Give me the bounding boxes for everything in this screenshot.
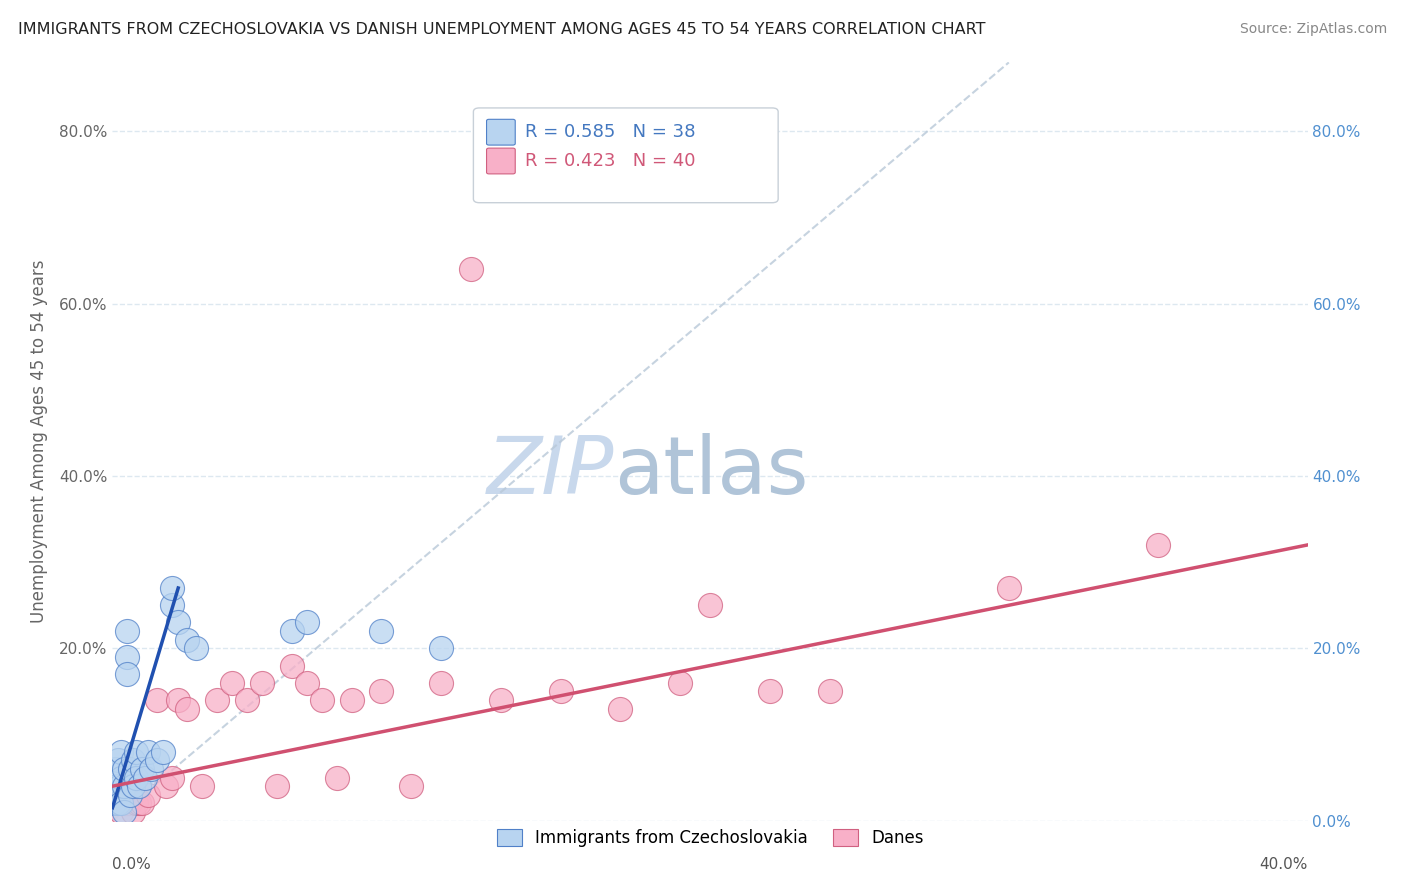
Point	[125, 771, 148, 785]
Point	[295, 615, 318, 630]
Point	[104, 762, 127, 776]
Point	[430, 675, 453, 690]
Point	[191, 779, 214, 793]
Point	[295, 675, 318, 690]
Point	[205, 693, 228, 707]
Point	[176, 701, 198, 715]
Point	[998, 581, 1021, 595]
Point	[120, 788, 142, 802]
Point	[104, 788, 127, 802]
Point	[152, 745, 174, 759]
Point	[141, 762, 163, 776]
Text: 0.0%: 0.0%	[112, 857, 152, 872]
Text: atlas: atlas	[614, 433, 808, 511]
Text: R = 0.423   N = 40: R = 0.423 N = 40	[524, 152, 696, 170]
Point	[117, 797, 139, 811]
Point	[236, 693, 259, 707]
Point	[122, 753, 145, 767]
Point	[325, 771, 347, 785]
Point	[550, 684, 572, 698]
Point	[117, 624, 139, 639]
Point	[1147, 538, 1170, 552]
FancyBboxPatch shape	[486, 120, 515, 145]
Point	[114, 779, 135, 793]
Point	[128, 797, 150, 811]
Point	[122, 779, 145, 793]
Text: Source: ZipAtlas.com: Source: ZipAtlas.com	[1240, 22, 1388, 37]
Point	[138, 745, 160, 759]
Point	[103, 797, 125, 811]
Point	[105, 779, 128, 793]
Text: IMMIGRANTS FROM CZECHOSLOVAKIA VS DANISH UNEMPLOYMENT AMONG AGES 45 TO 54 YEARS : IMMIGRANTS FROM CZECHOSLOVAKIA VS DANISH…	[18, 22, 986, 37]
Point	[146, 753, 169, 767]
Point	[221, 675, 243, 690]
Text: R = 0.585   N = 38: R = 0.585 N = 38	[524, 123, 696, 141]
Point	[311, 693, 333, 707]
Point	[759, 684, 782, 698]
Point	[138, 788, 160, 802]
Point	[250, 675, 273, 690]
Point	[176, 632, 198, 647]
Point	[125, 745, 148, 759]
Point	[104, 797, 127, 811]
Point	[134, 771, 156, 785]
Point	[167, 693, 190, 707]
Legend: Immigrants from Czechoslovakia, Danes: Immigrants from Czechoslovakia, Danes	[489, 822, 931, 854]
Point	[609, 701, 631, 715]
Point	[162, 599, 183, 613]
FancyBboxPatch shape	[474, 108, 778, 202]
Point	[107, 797, 129, 811]
Point	[430, 641, 453, 656]
Point	[146, 693, 169, 707]
Point	[460, 262, 482, 277]
Point	[489, 693, 512, 707]
Point	[107, 797, 129, 811]
Point	[155, 779, 177, 793]
Point	[110, 771, 132, 785]
Point	[818, 684, 841, 698]
Point	[699, 599, 721, 613]
Point	[167, 615, 190, 630]
Point	[401, 779, 423, 793]
Point	[114, 797, 135, 811]
Text: ZIP: ZIP	[486, 433, 614, 511]
Y-axis label: Unemployment Among Ages 45 to 54 years: Unemployment Among Ages 45 to 54 years	[30, 260, 48, 624]
Point	[114, 805, 135, 819]
Point	[162, 581, 183, 595]
Point	[370, 624, 392, 639]
Point	[370, 684, 392, 698]
Point	[110, 797, 132, 811]
Point	[108, 779, 131, 793]
Point	[162, 771, 183, 785]
Text: 40.0%: 40.0%	[1260, 857, 1308, 872]
Point	[122, 805, 145, 819]
Point	[120, 797, 142, 811]
Point	[110, 745, 132, 759]
Point	[131, 762, 153, 776]
Point	[131, 797, 153, 811]
Point	[669, 675, 692, 690]
Point	[107, 753, 129, 767]
Point	[186, 641, 208, 656]
Point	[117, 649, 139, 664]
Point	[114, 762, 135, 776]
FancyBboxPatch shape	[486, 148, 515, 174]
Point	[281, 624, 304, 639]
Point	[266, 779, 288, 793]
Point	[117, 667, 139, 681]
Point	[120, 762, 142, 776]
Point	[110, 805, 132, 819]
Point	[125, 797, 148, 811]
Point	[128, 779, 150, 793]
Point	[340, 693, 363, 707]
Point	[281, 658, 304, 673]
